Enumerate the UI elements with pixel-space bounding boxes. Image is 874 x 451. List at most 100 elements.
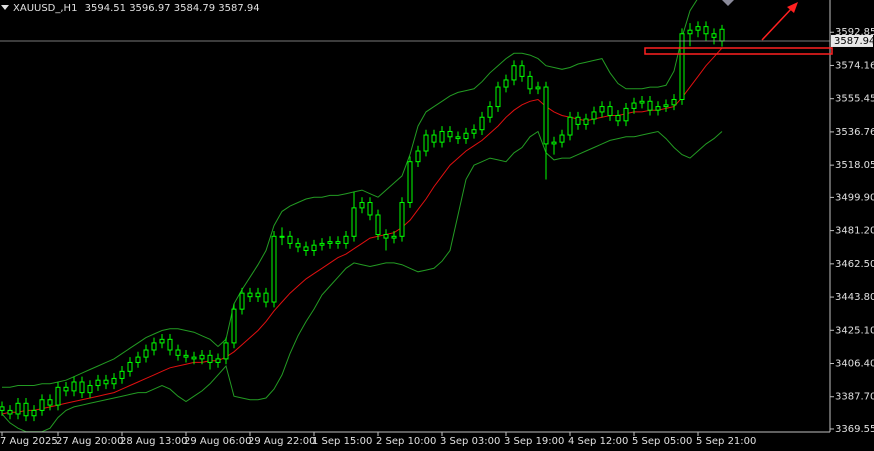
candle-body	[279, 235, 285, 238]
candle-body	[671, 98, 677, 106]
candle-body	[31, 409, 37, 417]
y-tick-label: 3481.20	[835, 226, 874, 237]
candle-body	[79, 381, 85, 394]
candle-body	[191, 356, 197, 360]
candle-body	[39, 399, 45, 411]
candle-body	[447, 130, 453, 138]
y-tick-label: 3499.90	[835, 192, 874, 203]
x-tick-label: 29 Aug 06:00	[184, 436, 251, 447]
candle-layer	[0, 21, 725, 422]
candle-body	[407, 161, 413, 204]
candle-body	[159, 338, 165, 344]
candle-body	[455, 136, 461, 140]
candle-body	[111, 377, 117, 385]
candle-body	[255, 292, 261, 298]
candle-body	[0, 406, 5, 411]
x-tick-label: 3 Sep 19:00	[504, 436, 564, 447]
x-tick-label: 27 Aug 20:00	[56, 436, 123, 447]
candle-body	[679, 33, 685, 100]
candle-body	[551, 141, 557, 145]
candle-body	[527, 75, 533, 90]
candle-body	[639, 100, 645, 104]
highlight-box	[644, 47, 833, 55]
marker	[722, 0, 734, 6]
candle-body	[431, 134, 437, 143]
candle-body	[583, 118, 589, 125]
x-tick-label: 5 Sep 05:00	[632, 436, 692, 447]
candle-body	[423, 134, 429, 152]
candle-body	[207, 354, 213, 363]
candle-body	[375, 214, 381, 236]
candle-body	[599, 106, 605, 113]
candle-body	[343, 235, 349, 244]
x-tick-label: 29 Aug 22:00	[248, 436, 315, 447]
y-tick-label: 3574.16	[835, 60, 874, 71]
candle-body	[703, 26, 709, 35]
candle-body	[327, 241, 333, 244]
candle-body	[471, 129, 477, 134]
candle-body	[535, 86, 541, 90]
y-tick-label: 3555.45	[835, 94, 874, 105]
indicator-line	[2, 0, 698, 388]
grid-layer: 3592.85 3574.16 3555.45 3536.76 3518.05 3499.…	[0, 27, 874, 447]
candle-body	[87, 385, 93, 394]
candle-body	[511, 65, 517, 81]
candle-body	[215, 358, 221, 363]
candle-body	[47, 399, 53, 406]
low: 3584.79	[174, 3, 215, 14]
candle-body	[367, 202, 373, 216]
candle-body	[223, 342, 229, 360]
x-tick-label: 3 Sep 03:00	[440, 436, 500, 447]
candle-body	[439, 130, 445, 143]
candle-body	[687, 29, 693, 35]
candle-body	[463, 132, 469, 140]
y-tick-label: 3387.70	[835, 392, 874, 403]
candle-body	[95, 379, 101, 387]
candle-body	[55, 386, 61, 406]
candle-body	[295, 242, 301, 248]
y-tick-label: 3406.40	[835, 359, 874, 370]
x-tick-label: 4 Sep 12:00	[568, 436, 628, 447]
candle-body	[247, 292, 253, 298]
candle-body	[199, 354, 205, 360]
candle-body	[615, 114, 621, 122]
y-tick-label: 3443.80	[835, 292, 874, 303]
y-tick-label: 3425.10	[835, 325, 874, 336]
candle-body	[487, 106, 493, 118]
candle-body	[127, 361, 133, 372]
candle-body	[303, 246, 309, 252]
high: 3596.97	[129, 3, 170, 14]
candle-body	[271, 235, 277, 303]
candle-body	[351, 207, 357, 237]
candle-body	[695, 26, 701, 31]
candle-body	[495, 86, 501, 108]
candle-body	[479, 116, 485, 131]
menu-triangle[interactable]	[1, 5, 9, 10]
candle-body	[575, 116, 581, 125]
candle-body	[623, 107, 629, 122]
arrow-head	[787, 2, 798, 13]
x-tick-label: 5 Sep 21:00	[696, 436, 756, 447]
candle-body	[143, 349, 149, 358]
candle-body	[71, 381, 77, 392]
price-label: 3587.94	[834, 36, 874, 47]
y-tick-label: 3518.05	[835, 160, 874, 171]
candle-body	[175, 349, 181, 356]
arrow-shaft	[761, 6, 794, 41]
candle-body	[399, 202, 405, 237]
y-tick-label: 3462.50	[835, 259, 874, 270]
candle-body	[63, 386, 69, 392]
open: 3594.51	[85, 3, 126, 14]
y-tick-label: 3369.55	[835, 424, 874, 435]
symbol: XAUUSD_,H1	[13, 3, 77, 14]
candle-body	[239, 292, 245, 310]
candle-body	[151, 342, 157, 351]
header: XAUUSD_,H1 3594.51 3596.97 3584.79 3587.…	[13, 3, 260, 14]
x-tick-label: 2 Sep 10:00	[376, 436, 436, 447]
candle-body	[103, 379, 109, 385]
candle-body	[503, 79, 509, 88]
candle-body	[359, 202, 365, 209]
